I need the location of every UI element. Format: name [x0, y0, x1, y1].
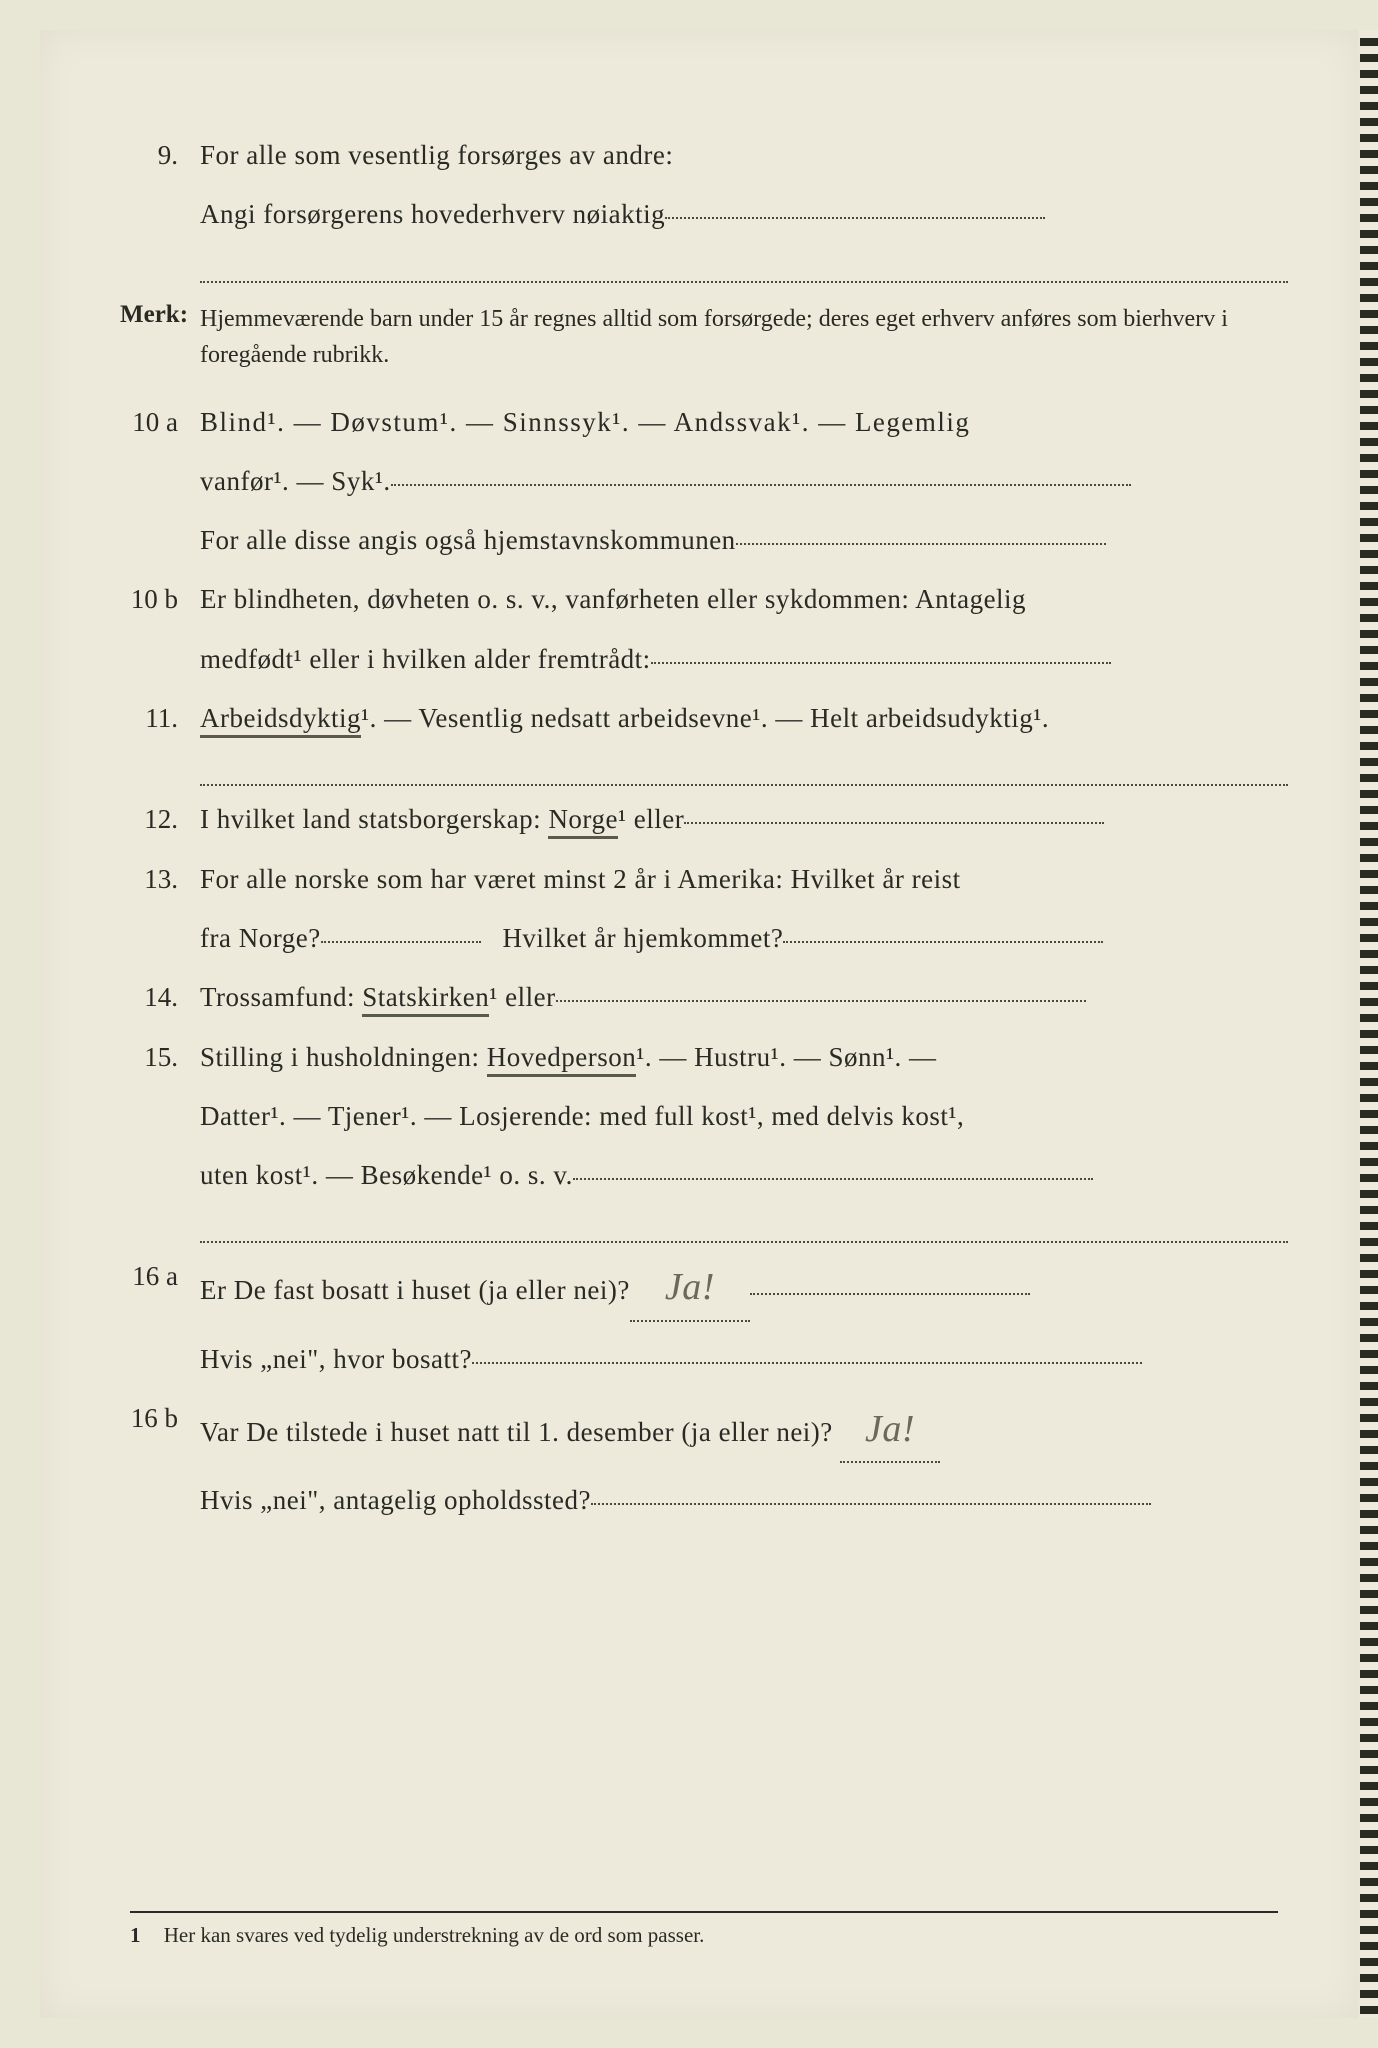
q15-line2: Datter¹. — Tjener¹. — Losjerende: med fu…: [200, 1091, 1288, 1142]
merk-text: Hjemmeværende barn under 15 år regnes al…: [200, 301, 1288, 373]
q16b-line1: Var De tilstede i huset natt til 1. dese…: [200, 1417, 833, 1447]
q10a-line1: Blind¹. — Døvstum¹. — Sinnssyk¹. — Andss…: [200, 397, 1288, 448]
q16a-line1: Er De fast bosatt i huset (ja eller nei)…: [200, 1275, 630, 1305]
question-10a: 10 a Blind¹. — Døvstum¹. — Sinnssyk¹. — …: [120, 397, 1288, 448]
blank-line-full: [200, 758, 1288, 786]
question-10b-line2: medfødt¹ eller i hvilken alder fremtrådt…: [120, 634, 1288, 685]
blank-line: [556, 1000, 1086, 1002]
q15-number: 15.: [120, 1032, 200, 1083]
question-15-line2: Datter¹. — Tjener¹. — Losjerende: med fu…: [120, 1091, 1288, 1142]
blank-line: [736, 543, 1106, 545]
question-10a-line2: vanfør¹. — Syk¹.: [120, 456, 1288, 507]
question-14: 14. Trossamfund: Statskirken¹ eller: [120, 972, 1288, 1023]
question-16a: 16 a Er De fast bosatt i huset (ja eller…: [120, 1251, 1288, 1325]
q13-line1: For alle norske som har været minst 2 år…: [200, 854, 1288, 905]
question-13: 13. For alle norske som har været minst …: [120, 854, 1288, 905]
answer-field: Ja!: [840, 1389, 940, 1463]
blank-line: [591, 1503, 1151, 1505]
question-9-line2: Angi forsørgerens hovederhverv nøiaktig: [120, 189, 1288, 282]
q10a-number: 10 a: [120, 397, 200, 448]
merk-label: Merk:: [120, 301, 200, 373]
question-16b-line2: Hvis „nei", antagelig opholdssted?: [120, 1475, 1288, 1526]
q14-prefix: Trossamfund:: [200, 982, 362, 1012]
blank-line: [651, 662, 1111, 664]
q13-line2a: fra Norge?: [200, 923, 321, 953]
question-16a-line2: Hvis „nei", hvor bosatt?: [120, 1334, 1288, 1385]
q12-mid: ¹ eller: [618, 804, 684, 834]
q15-line3: uten kost¹. — Besøkende¹ o. s. v.: [200, 1160, 573, 1190]
q16b-line2: Hvis „nei", antagelig opholdssted?: [200, 1485, 591, 1515]
q10a-line3: For alle disse angis også hjemstavnskomm…: [200, 525, 736, 555]
footnote-number: 1: [130, 1923, 141, 1948]
q13-number: 13.: [120, 854, 200, 905]
q11-number: 11.: [120, 693, 200, 786]
q9-line2: Angi forsørgerens hovederhverv nøiaktig: [200, 199, 665, 229]
q11-rest: ¹. — Vesentlig nedsatt arbeidsevne¹. — H…: [361, 703, 1049, 733]
question-13-line2: fra Norge? Hvilket år hjemkommet?: [120, 913, 1288, 964]
footnote-text: Her kan svares ved tydelig understreknin…: [164, 1923, 705, 1947]
question-9: 9. For alle som vesentlig forsørges av a…: [120, 130, 1288, 181]
q10b-line2: medfødt¹ eller i hvilken alder fremtrådt…: [200, 644, 651, 674]
question-10b: 10 b Er blindheten, døvheten o. s. v., v…: [120, 574, 1288, 625]
page-perforations: [1360, 30, 1378, 2018]
footnote: 1 Her kan svares ved tydelig understrekn…: [130, 1911, 1278, 1948]
q9-number: 9.: [120, 130, 200, 181]
q16a-answer: Ja!: [665, 1251, 715, 1323]
blank-line: [665, 217, 1045, 219]
question-16b: 16 b Var De tilstede i huset natt til 1.…: [120, 1393, 1288, 1467]
blank-line: [321, 941, 481, 943]
q14-underlined: Statskirken: [362, 982, 489, 1017]
q12-underlined: Norge: [548, 804, 618, 839]
question-15: 15. Stilling i husholdningen: Hovedperso…: [120, 1032, 1288, 1083]
q13-line2b: Hvilket år hjemkommet?: [502, 923, 783, 953]
q14-number: 14.: [120, 972, 200, 1023]
q16b-number: 16 b: [120, 1393, 200, 1467]
blank-line-full: [200, 1215, 1288, 1243]
q10b-line1: Er blindheten, døvheten o. s. v., vanfør…: [200, 574, 1288, 625]
blank-line: [783, 941, 1103, 943]
answer-field: Ja!: [630, 1247, 750, 1321]
q15-prefix: Stilling i husholdningen:: [200, 1042, 487, 1072]
q12-number: 12.: [120, 794, 200, 845]
q16b-answer: Ja!: [865, 1393, 915, 1465]
blank-line: [750, 1293, 1030, 1295]
blank-line: [391, 484, 1131, 486]
question-11: 11. Arbeidsdyktig¹. — Vesentlig nedsatt …: [120, 693, 1288, 786]
q9-line1: For alle som vesentlig forsørges av andr…: [200, 140, 673, 170]
blank-line: [573, 1178, 1093, 1180]
blank-line-full: [200, 255, 1288, 283]
q12-prefix: I hvilket land statsborgerskap:: [200, 804, 548, 834]
q9-content: For alle som vesentlig forsørges av andr…: [200, 130, 1288, 181]
blank-line: [684, 822, 1104, 824]
q15-underlined: Hovedperson: [487, 1042, 636, 1077]
question-12: 12. I hvilket land statsborgerskap: Norg…: [120, 794, 1288, 845]
q16a-line2: Hvis „nei", hvor bosatt?: [200, 1344, 472, 1374]
q11-underlined: Arbeidsdyktig: [200, 703, 361, 738]
blank-line: [472, 1362, 1142, 1364]
q10a-line2: vanfør¹. — Syk¹.: [200, 466, 391, 496]
merk-note: Merk: Hjemmeværende barn under 15 år reg…: [120, 301, 1288, 373]
census-form-page: 9. For alle som vesentlig forsørges av a…: [40, 30, 1358, 2018]
question-15-line3: uten kost¹. — Besøkende¹ o. s. v.: [120, 1150, 1288, 1243]
question-10a-line3: For alle disse angis også hjemstavnskomm…: [120, 515, 1288, 566]
q10b-number: 10 b: [120, 574, 200, 625]
q15-rest1: ¹. — Hustru¹. — Sønn¹. —: [636, 1042, 936, 1072]
q14-mid: ¹ eller: [489, 982, 555, 1012]
q16a-number: 16 a: [120, 1251, 200, 1325]
